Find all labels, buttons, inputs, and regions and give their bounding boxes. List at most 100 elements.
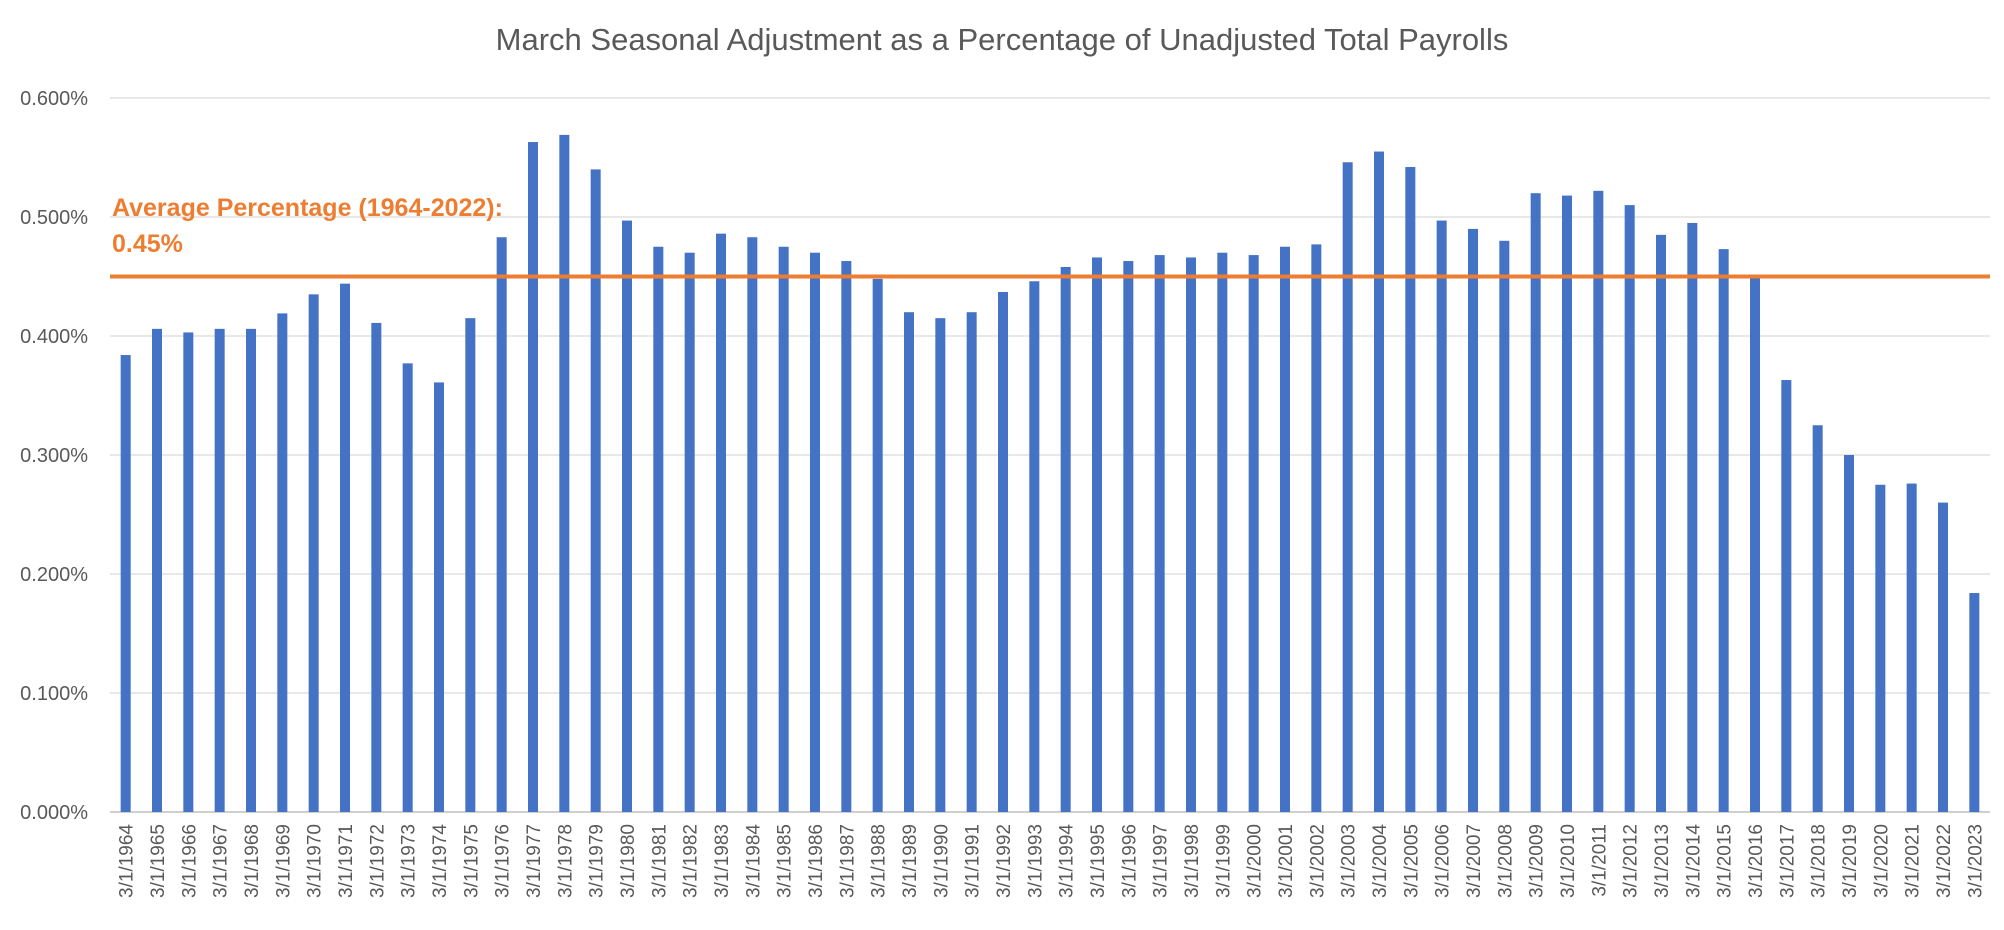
bar bbox=[653, 246, 664, 812]
x-tick-label: 3/1/2008 bbox=[1495, 824, 1516, 898]
x-tick-label: 3/1/1971 bbox=[336, 824, 357, 898]
bar bbox=[872, 278, 883, 812]
bar bbox=[1311, 244, 1322, 812]
x-tick-label: 3/1/2023 bbox=[1965, 824, 1986, 898]
bar bbox=[684, 252, 695, 812]
x-tick-label: 3/1/2013 bbox=[1652, 824, 1673, 898]
x-tick-label: 3/1/2017 bbox=[1777, 824, 1798, 898]
x-tick-label: 3/1/2012 bbox=[1621, 824, 1642, 898]
bar bbox=[1374, 151, 1384, 813]
x-tick-label: 3/1/2005 bbox=[1401, 824, 1422, 898]
y-tick-label: 0.600% bbox=[20, 88, 88, 110]
x-tick-label: 3/1/2021 bbox=[1903, 824, 1924, 898]
bar bbox=[496, 237, 507, 813]
bar bbox=[1530, 193, 1541, 812]
bar bbox=[1029, 281, 1040, 812]
x-tick-label: 3/1/1984 bbox=[743, 824, 764, 898]
x-tick-label: 3/1/1989 bbox=[900, 824, 921, 898]
y-axis-ticks: 0.000% 0.100% 0.200% 0.300% 0.400% 0.500% 0.60… bbox=[20, 88, 88, 824]
x-tick-label: 3/1/1976 bbox=[493, 824, 514, 898]
bar bbox=[528, 142, 538, 812]
bar bbox=[810, 252, 820, 812]
x-tick-label: 3/1/1969 bbox=[273, 824, 294, 898]
bars bbox=[120, 134, 1980, 813]
bar bbox=[340, 283, 350, 812]
bar bbox=[214, 328, 225, 812]
x-tick-label: 3/1/1982 bbox=[681, 824, 702, 898]
x-tick-label: 3/1/2006 bbox=[1433, 824, 1454, 898]
bar bbox=[1593, 190, 1604, 812]
bar bbox=[1499, 240, 1510, 813]
bar bbox=[1938, 502, 1948, 812]
y-tick-label: 0.200% bbox=[20, 564, 88, 586]
x-tick-label: 3/1/1987 bbox=[837, 824, 858, 898]
x-tick-label: 3/1/2004 bbox=[1370, 824, 1391, 898]
x-tick-label: 3/1/2000 bbox=[1245, 824, 1266, 898]
x-tick-label: 3/1/1977 bbox=[524, 824, 545, 898]
x-tick-label: 3/1/1992 bbox=[994, 824, 1015, 898]
x-tick-label: 3/1/2010 bbox=[1558, 824, 1579, 898]
x-tick-label: 3/1/1983 bbox=[712, 824, 733, 898]
bar bbox=[1718, 249, 1729, 812]
x-tick-label: 3/1/1994 bbox=[1057, 824, 1078, 898]
chart-title: March Seasonal Adjustment as a Percentag… bbox=[495, 22, 1509, 57]
gridlines bbox=[110, 97, 1990, 813]
x-tick-label: 3/1/1986 bbox=[806, 824, 827, 898]
x-tick-label: 3/1/1965 bbox=[148, 824, 169, 898]
bar bbox=[747, 237, 758, 813]
bar bbox=[1844, 455, 1854, 812]
bar bbox=[308, 294, 319, 813]
bar bbox=[966, 312, 977, 812]
average-annotation-value: 0.45% bbox=[112, 230, 183, 258]
y-tick-label: 0.500% bbox=[20, 207, 88, 229]
bar bbox=[1906, 483, 1917, 812]
x-tick-label: 3/1/2018 bbox=[1809, 824, 1830, 898]
x-tick-label: 3/1/1980 bbox=[618, 824, 639, 898]
bar bbox=[1656, 234, 1666, 813]
bar bbox=[1562, 195, 1572, 812]
x-tick-label: 3/1/2015 bbox=[1715, 824, 1736, 898]
bar bbox=[277, 313, 288, 812]
bar bbox=[465, 318, 476, 812]
y-tick-label: 0.300% bbox=[20, 445, 88, 467]
x-tick-label: 3/1/1997 bbox=[1151, 824, 1172, 898]
bar bbox=[1812, 425, 1823, 812]
x-tick-label: 3/1/1993 bbox=[1025, 824, 1046, 898]
bar bbox=[1154, 255, 1165, 812]
bar bbox=[778, 246, 789, 812]
x-tick-label: 3/1/1995 bbox=[1088, 824, 1109, 898]
x-tick-label: 3/1/2019 bbox=[1840, 824, 1861, 898]
x-tick-label: 3/1/2022 bbox=[1934, 824, 1955, 898]
bar bbox=[120, 355, 131, 812]
bar bbox=[1186, 257, 1196, 813]
bar bbox=[1248, 255, 1259, 812]
y-tick-label: 0.000% bbox=[20, 802, 88, 824]
bar bbox=[1436, 220, 1447, 812]
bar bbox=[1405, 167, 1416, 812]
bar bbox=[1280, 246, 1290, 812]
x-tick-label: 3/1/1991 bbox=[963, 824, 984, 898]
x-axis-labels: 3/1/1964 3/1/1965 3/1/1966 3/1/1967 3/1/1968… bbox=[117, 824, 1987, 898]
bar bbox=[434, 382, 444, 812]
x-tick-label: 3/1/2016 bbox=[1746, 824, 1767, 898]
x-tick-label: 3/1/2020 bbox=[1871, 824, 1892, 898]
x-tick-label: 3/1/2009 bbox=[1527, 824, 1548, 898]
x-tick-label: 3/1/1972 bbox=[367, 824, 388, 898]
x-tick-label: 3/1/1981 bbox=[649, 824, 670, 898]
bar bbox=[1969, 593, 1980, 812]
bar bbox=[841, 261, 852, 812]
x-tick-label: 3/1/1988 bbox=[869, 824, 890, 898]
x-tick-label: 3/1/1999 bbox=[1213, 824, 1234, 898]
bar bbox=[402, 363, 413, 812]
bar bbox=[998, 291, 1008, 813]
x-tick-label: 3/1/1973 bbox=[399, 824, 420, 898]
y-tick-label: 0.400% bbox=[20, 326, 88, 348]
x-tick-label: 3/1/1996 bbox=[1119, 824, 1140, 898]
bar bbox=[371, 322, 382, 812]
x-tick-label: 3/1/2002 bbox=[1307, 824, 1328, 898]
bar bbox=[152, 328, 162, 812]
x-tick-label: 3/1/1974 bbox=[430, 824, 451, 898]
x-tick-label: 3/1/1968 bbox=[242, 824, 263, 898]
x-tick-label: 3/1/1966 bbox=[179, 824, 200, 898]
